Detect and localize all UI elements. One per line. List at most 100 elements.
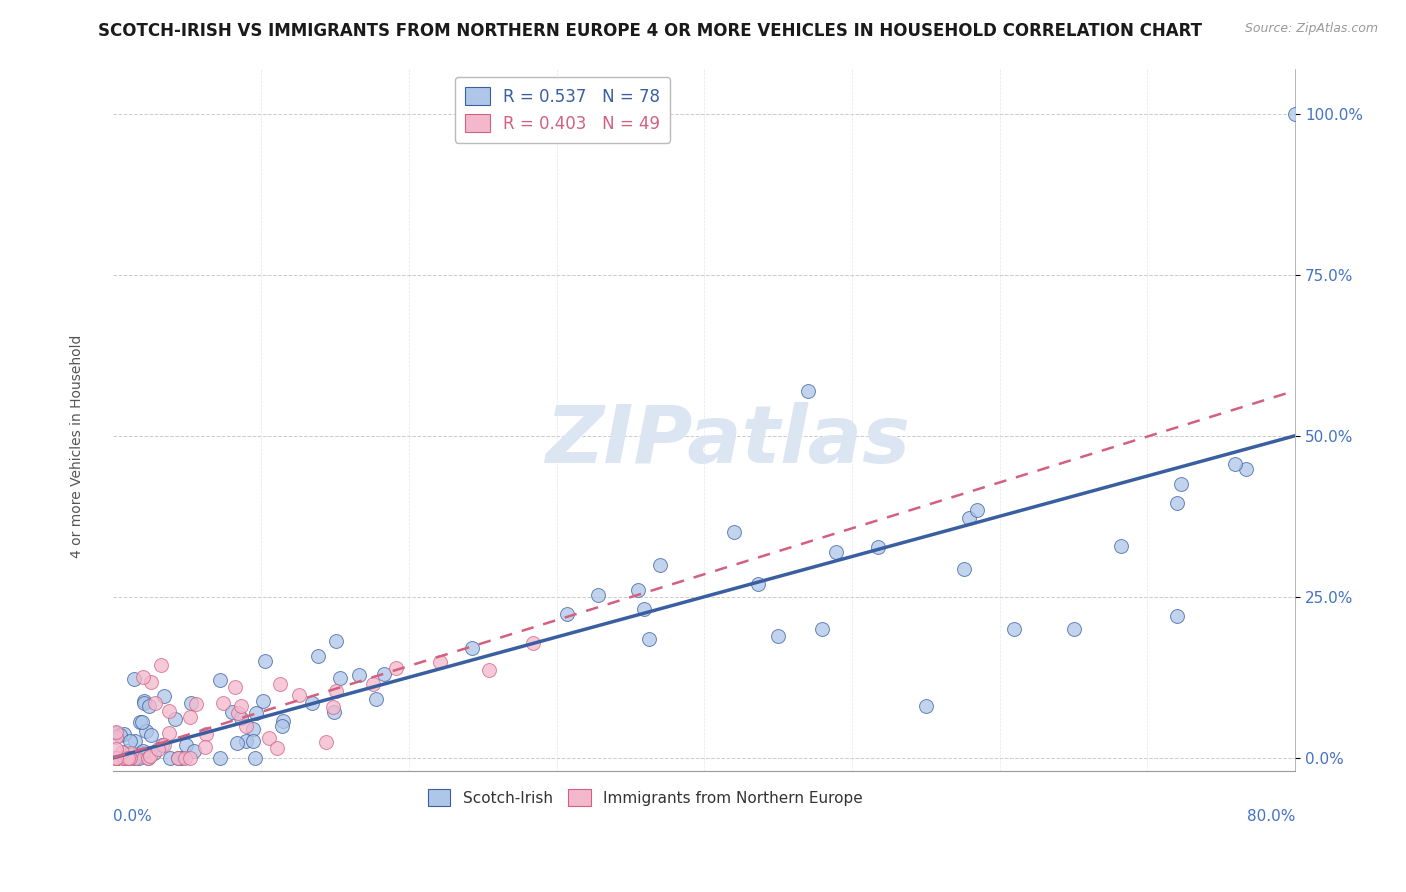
Point: [138, 699, 160, 714]
Point: [152, 738, 174, 752]
Point: [112, 751, 135, 765]
Point: [105, 751, 128, 765]
Point: [212, 696, 235, 710]
Point: [169, 751, 191, 765]
Point: [254, 654, 277, 668]
Point: [478, 663, 501, 677]
Point: [166, 751, 188, 765]
Text: Source: ZipAtlas.com: Source: ZipAtlas.com: [1244, 22, 1378, 36]
Point: [825, 544, 848, 558]
Point: [120, 746, 142, 760]
Text: SCOTCH-IRISH VS IMMIGRANTS FROM NORTHERN EUROPE 4 OR MORE VEHICLES IN HOUSEHOLD : SCOTCH-IRISH VS IMMIGRANTS FROM NORTHERN…: [98, 22, 1202, 40]
Point: [114, 751, 136, 765]
Point: [1063, 622, 1085, 636]
Point: [242, 722, 264, 736]
Point: [266, 740, 288, 755]
Point: [105, 751, 128, 765]
Point: [105, 741, 128, 756]
Text: ZIPatlas: ZIPatlas: [546, 401, 911, 480]
Point: [174, 738, 197, 752]
Point: [124, 734, 146, 748]
Point: [141, 674, 163, 689]
Point: [105, 751, 128, 765]
Point: [143, 746, 166, 760]
Point: [325, 684, 347, 698]
Point: [112, 727, 135, 741]
Point: [108, 727, 131, 741]
Point: [235, 733, 257, 747]
Point: [522, 636, 544, 650]
Point: [208, 673, 231, 687]
Point: [966, 503, 988, 517]
Point: [105, 751, 128, 765]
Point: [120, 734, 142, 748]
Point: [135, 724, 157, 739]
Point: [136, 751, 159, 765]
Point: [461, 641, 484, 656]
Point: [208, 751, 231, 765]
Point: [105, 726, 128, 740]
Point: [146, 742, 169, 756]
Text: 4 or more Vehicles in Household: 4 or more Vehicles in Household: [70, 334, 84, 558]
Point: [322, 700, 344, 714]
Point: [747, 577, 769, 591]
Point: [329, 671, 352, 685]
Point: [307, 649, 329, 664]
Point: [105, 725, 128, 739]
Point: [183, 744, 205, 758]
Point: [245, 706, 267, 720]
Point: [347, 668, 370, 682]
Point: [180, 696, 202, 710]
Point: [167, 751, 190, 765]
Point: [1166, 496, 1188, 510]
Point: [149, 657, 172, 672]
Point: [134, 696, 156, 710]
Point: [136, 751, 159, 765]
Point: [796, 384, 818, 398]
Point: [361, 677, 384, 691]
Legend: Scotch-Irish, Immigrants from Northern Europe: Scotch-Irish, Immigrants from Northern E…: [422, 783, 869, 813]
Point: [373, 667, 395, 681]
Point: [315, 734, 337, 748]
Point: [157, 726, 180, 740]
Point: [557, 607, 579, 621]
Point: [271, 719, 294, 733]
Point: [1109, 539, 1132, 553]
Point: [866, 540, 889, 554]
Text: 0.0%: 0.0%: [114, 809, 152, 824]
Point: [118, 751, 141, 765]
Point: [288, 689, 311, 703]
Point: [325, 634, 347, 648]
Point: [117, 751, 139, 765]
Point: [257, 731, 280, 745]
Point: [627, 582, 650, 597]
Point: [125, 751, 148, 765]
Point: [225, 735, 247, 749]
Point: [132, 670, 155, 684]
Point: [323, 706, 346, 720]
Point: [117, 751, 139, 765]
Point: [159, 751, 181, 765]
Text: 80.0%: 80.0%: [1247, 809, 1295, 824]
Point: [129, 714, 152, 729]
Point: [194, 739, 217, 754]
Point: [633, 602, 655, 616]
Point: [648, 558, 671, 572]
Point: [112, 751, 135, 765]
Point: [139, 748, 162, 763]
Point: [179, 751, 201, 765]
Point: [186, 698, 208, 712]
Point: [957, 510, 980, 524]
Point: [231, 711, 253, 725]
Point: [1223, 457, 1246, 471]
Point: [1004, 622, 1026, 636]
Point: [245, 751, 267, 765]
Point: [105, 751, 128, 765]
Point: [153, 738, 176, 752]
Point: [163, 712, 186, 726]
Point: [224, 681, 246, 695]
Point: [132, 744, 155, 758]
Point: [638, 632, 661, 646]
Point: [194, 727, 217, 741]
Point: [271, 714, 294, 729]
